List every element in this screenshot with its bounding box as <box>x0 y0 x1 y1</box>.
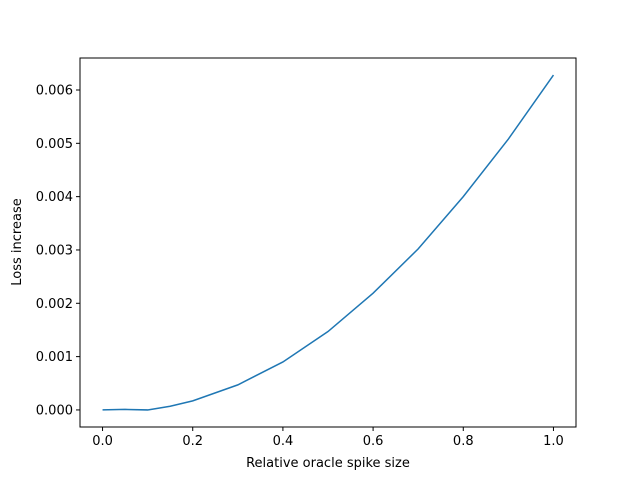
y-tick-label: 0.005 <box>36 137 73 152</box>
x-axis-label: Relative oracle spike size <box>246 456 410 471</box>
x-tick-label: 0.2 <box>182 434 203 449</box>
y-tick-label: 0.001 <box>36 350 73 365</box>
y-tick-label: 0.006 <box>36 83 73 98</box>
y-tick-label: 0.002 <box>36 297 73 312</box>
y-tick-label: 0.004 <box>36 190 73 205</box>
x-tick-label: 0.8 <box>453 434 474 449</box>
y-tick-label: 0.003 <box>36 243 73 258</box>
data-line <box>102 74 555 411</box>
y-axis-label: Loss increase <box>10 198 25 285</box>
x-tick-label: 0.0 <box>92 434 113 449</box>
x-tick-label: 1.0 <box>543 434 564 449</box>
axes-frame <box>79 57 577 428</box>
y-tick-label: 0.000 <box>36 403 73 418</box>
x-tick-label: 0.6 <box>363 434 384 449</box>
x-tick-label: 0.4 <box>273 434 294 449</box>
